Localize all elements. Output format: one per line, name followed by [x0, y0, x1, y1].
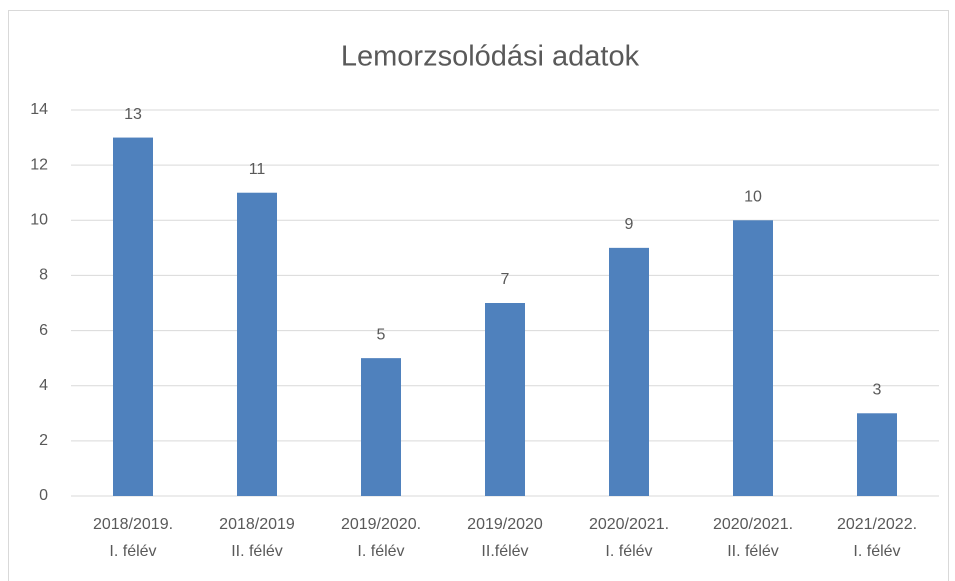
y-tick-label: 14: [30, 101, 48, 118]
y-tick-label: 0: [39, 487, 48, 504]
y-tick-label: 4: [39, 377, 48, 394]
x-tick-label: 2021/2022.: [837, 516, 917, 533]
x-tick-label: I. félév: [853, 543, 900, 560]
bar: [113, 137, 153, 497]
chart-border: [8, 10, 949, 581]
chart-title: Lemorzsolódási adatok: [341, 41, 640, 73]
x-tick-label: 2020/2021.: [589, 516, 669, 533]
bar: [237, 192, 277, 496]
data-label: 5: [377, 326, 386, 343]
x-tick-label: 2018/2019.: [93, 516, 173, 533]
data-label: 11: [249, 161, 266, 178]
bar: [857, 413, 897, 496]
x-tick-label: I. félév: [357, 543, 404, 560]
x-tick-label: 2019/2020.: [341, 516, 421, 533]
x-tick-label: 2018/2019: [219, 516, 295, 533]
bar: [361, 358, 401, 496]
y-tick-label: 2: [39, 432, 48, 449]
x-tick-label: I. félév: [109, 543, 156, 560]
y-tick-label: 6: [39, 322, 48, 339]
y-tick-label: 10: [30, 212, 48, 229]
data-label: 3: [873, 382, 882, 399]
bar: [733, 220, 773, 497]
y-tick-label: 12: [30, 156, 48, 173]
data-label: 13: [124, 106, 142, 123]
bar: [485, 303, 525, 496]
bar: [609, 247, 649, 496]
data-label: 7: [501, 271, 510, 288]
y-tick-label: 8: [39, 267, 48, 284]
x-tick-label: II. félév: [727, 543, 779, 560]
data-label: 10: [744, 189, 762, 206]
x-tick-label: 2020/2021.: [713, 516, 793, 533]
x-tick-label: I. félév: [605, 543, 652, 560]
x-tick-label: II.félév: [481, 543, 528, 560]
x-tick-label: 2019/2020: [467, 516, 543, 533]
data-label: 9: [625, 216, 634, 233]
x-tick-label: II. félév: [231, 543, 283, 560]
